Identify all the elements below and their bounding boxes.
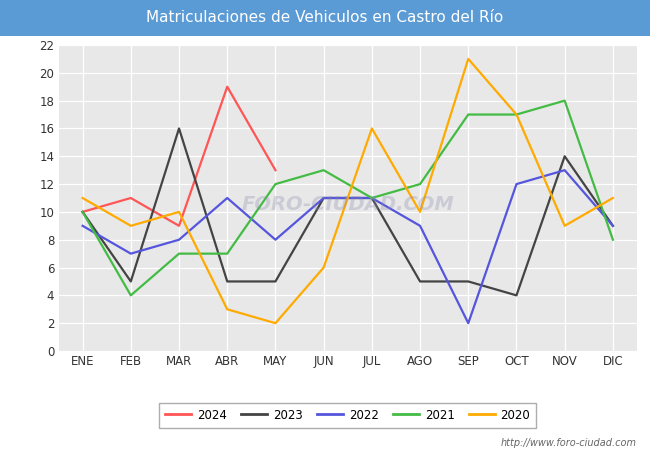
Text: FORO-CIUDAD.COM: FORO-CIUDAD.COM (241, 194, 454, 214)
Text: Matriculaciones de Vehiculos en Castro del Río: Matriculaciones de Vehiculos en Castro d… (146, 10, 504, 26)
Legend: 2024, 2023, 2022, 2021, 2020: 2024, 2023, 2022, 2021, 2020 (159, 403, 536, 428)
Text: http://www.foro-ciudad.com: http://www.foro-ciudad.com (501, 438, 637, 448)
